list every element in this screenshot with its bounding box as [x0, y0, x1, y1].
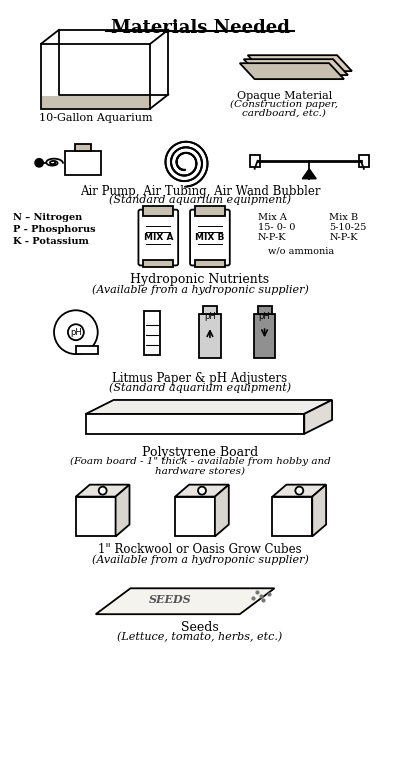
Text: (Available from a hydroponic supplier): (Available from a hydroponic supplier) [92, 285, 308, 295]
Circle shape [198, 487, 206, 495]
FancyBboxPatch shape [76, 346, 98, 354]
Text: pH: pH [70, 328, 82, 337]
Polygon shape [302, 168, 316, 179]
FancyBboxPatch shape [143, 261, 173, 268]
Circle shape [35, 159, 43, 167]
Text: w/o ammonia: w/o ammonia [268, 246, 334, 256]
Text: SEEDS: SEEDS [149, 594, 192, 604]
FancyBboxPatch shape [258, 307, 272, 314]
Text: MIX A: MIX A [144, 233, 173, 242]
FancyBboxPatch shape [76, 497, 116, 537]
Text: Mix B: Mix B [329, 213, 358, 222]
FancyBboxPatch shape [195, 206, 225, 215]
Text: (Lettuce, tomato, herbs, etc.): (Lettuce, tomato, herbs, etc.) [117, 632, 283, 643]
FancyBboxPatch shape [86, 414, 304, 434]
FancyBboxPatch shape [203, 307, 217, 314]
Text: (Standard aquarium equipment): (Standard aquarium equipment) [109, 195, 291, 205]
Text: hardware stores): hardware stores) [155, 466, 245, 476]
FancyBboxPatch shape [65, 151, 101, 175]
FancyBboxPatch shape [175, 497, 215, 537]
FancyBboxPatch shape [190, 210, 230, 265]
Text: K - Potassium: K - Potassium [13, 236, 89, 246]
Polygon shape [86, 400, 332, 414]
Text: Hydroponic Nutrients: Hydroponic Nutrients [130, 274, 270, 286]
Text: pH: pH [204, 312, 216, 321]
Text: Seeds: Seeds [181, 621, 219, 634]
FancyBboxPatch shape [250, 155, 260, 167]
Text: cardboard, etc.): cardboard, etc.) [242, 109, 326, 118]
Text: P - Phosphorus: P - Phosphorus [13, 225, 96, 233]
FancyBboxPatch shape [42, 96, 149, 108]
FancyBboxPatch shape [272, 497, 312, 537]
Circle shape [54, 310, 98, 354]
Text: 10-Gallon Aquarium: 10-Gallon Aquarium [39, 113, 152, 123]
Text: 15- 0- 0: 15- 0- 0 [258, 222, 295, 232]
FancyBboxPatch shape [41, 44, 150, 108]
Text: (Standard aquarium equipment): (Standard aquarium equipment) [109, 382, 291, 392]
FancyBboxPatch shape [359, 155, 369, 167]
Text: Materials Needed: Materials Needed [110, 20, 290, 37]
Polygon shape [240, 63, 344, 79]
FancyBboxPatch shape [138, 210, 178, 265]
Text: 5-10-25: 5-10-25 [329, 222, 366, 232]
Text: N-P-K: N-P-K [258, 232, 286, 242]
Polygon shape [175, 484, 229, 497]
Text: (Construction paper,: (Construction paper, [230, 100, 338, 109]
Polygon shape [248, 55, 352, 71]
Circle shape [295, 487, 303, 495]
Circle shape [99, 487, 107, 495]
Text: Litmus Paper & pH Adjusters: Litmus Paper & pH Adjusters [112, 372, 288, 385]
FancyBboxPatch shape [199, 314, 221, 358]
Text: Polystyrene Board: Polystyrene Board [142, 446, 258, 459]
FancyBboxPatch shape [75, 144, 91, 151]
Polygon shape [244, 59, 348, 75]
Polygon shape [272, 484, 326, 497]
FancyBboxPatch shape [195, 261, 225, 268]
Text: N – Nitrogen: N – Nitrogen [13, 213, 82, 222]
Polygon shape [215, 484, 229, 537]
Text: Mix A: Mix A [258, 213, 286, 222]
Text: (Foam board - 1" thick - available from hobby and: (Foam board - 1" thick - available from … [70, 457, 330, 466]
Text: 1" Rockwool or Oasis Grow Cubes: 1" Rockwool or Oasis Grow Cubes [98, 544, 302, 556]
Polygon shape [76, 484, 130, 497]
Polygon shape [312, 484, 326, 537]
FancyBboxPatch shape [254, 314, 276, 358]
Text: (Available from a hydroponic supplier): (Available from a hydroponic supplier) [92, 555, 308, 565]
Text: MIX B: MIX B [195, 233, 225, 242]
Polygon shape [116, 484, 130, 537]
Polygon shape [96, 588, 274, 614]
Text: N-P-K: N-P-K [329, 232, 358, 242]
FancyBboxPatch shape [144, 311, 160, 355]
Circle shape [68, 324, 84, 340]
FancyBboxPatch shape [143, 206, 173, 215]
Text: pH: pH [259, 312, 270, 321]
Text: Air Pump, Air Tubing, Air Wand Bubbler: Air Pump, Air Tubing, Air Wand Bubbler [80, 185, 320, 198]
Polygon shape [304, 400, 332, 434]
Text: Opaque Material: Opaque Material [237, 91, 332, 101]
